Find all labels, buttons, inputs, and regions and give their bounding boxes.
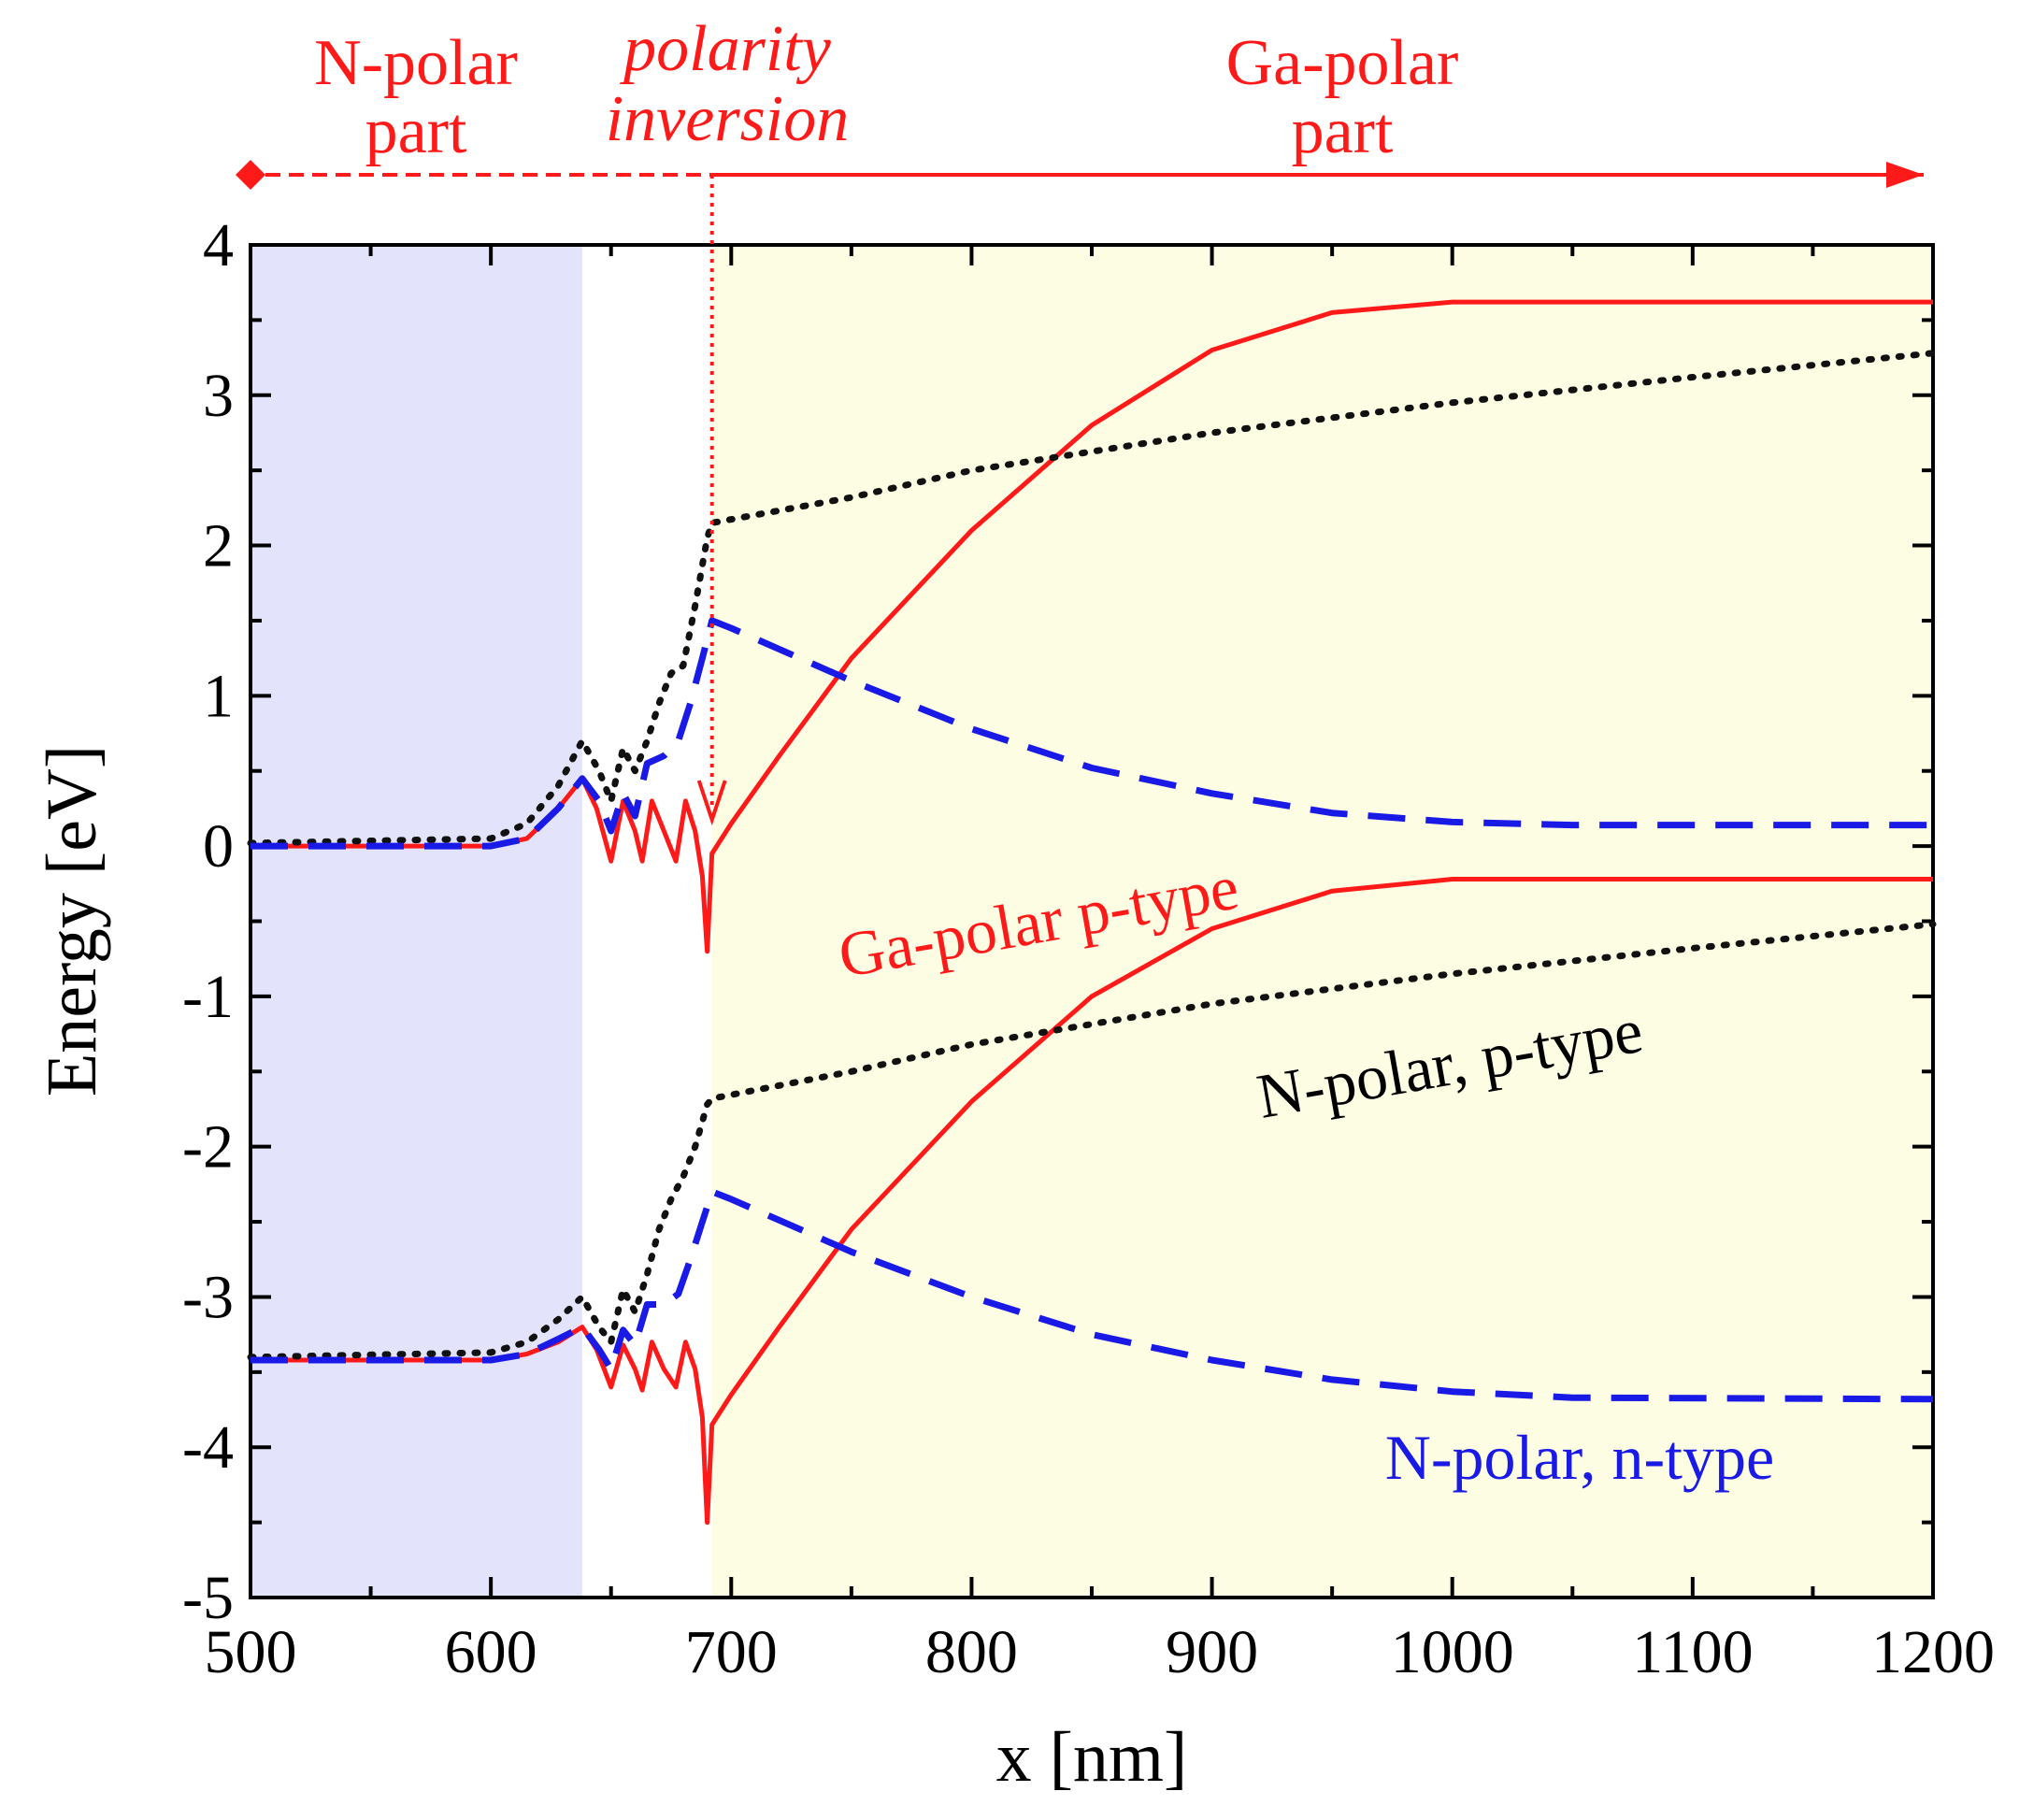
ga-polar-arrowhead (1886, 162, 1924, 188)
y-tick-label: -5 (182, 1564, 234, 1632)
data-lines (247, 299, 1937, 1526)
shaded-region-1 (251, 245, 582, 1598)
inversion-arrowhead (696, 780, 727, 826)
shaded-region-2 (711, 245, 1933, 1598)
y-tick-label: 4 (203, 211, 234, 279)
polarity-inversion-label-line1: polarity (619, 13, 832, 85)
region-arrows (236, 160, 1924, 190)
x-tick-label: 1100 (1632, 1618, 1754, 1686)
series-2-conduction-line (247, 350, 1937, 847)
polarity-inversion-label-line2: inversion (606, 83, 850, 155)
x-tick-label: 1200 (1871, 1618, 1995, 1686)
x-tick-label: 500 (205, 1618, 297, 1686)
x-tick-label: 800 (925, 1618, 1018, 1686)
shaded-regions (251, 245, 1933, 1598)
y-tick-label: -2 (182, 1113, 234, 1182)
series-3-conduction-line (251, 617, 1933, 850)
y-tick-label: -3 (182, 1263, 234, 1331)
n-polar-label-line2: part (365, 95, 467, 167)
y-tick-label: 3 (203, 362, 234, 430)
y-tick-label: 2 (203, 512, 234, 580)
x-tick-label: 900 (1166, 1618, 1258, 1686)
series-2-valence-line (247, 921, 1937, 1361)
diamond-marker (236, 160, 265, 190)
series-label-n-polar-n-type: N-polar, n-type (1385, 1422, 1774, 1493)
y-tick-label: 0 (203, 812, 234, 881)
series-3-valence-line (251, 1188, 1934, 1403)
ga-polar-label-line2: part (1292, 95, 1394, 167)
axis-ticks: 500 600 700 800 900 1000 1100 1200 4 3 2 1 0 -1 -2 -3 -4… (182, 211, 1995, 1686)
x-tick-label: 1000 (1391, 1618, 1514, 1686)
x-tick-label: 700 (685, 1618, 778, 1686)
y-tick-label: -4 (182, 1413, 234, 1482)
n-polar-label-line1: N-polar (314, 27, 518, 99)
y-tick-label: -1 (182, 963, 234, 1031)
ga-polar-label-line1: Ga-polar (1226, 27, 1459, 99)
y-axis-title: Energy [eV] (33, 745, 111, 1096)
x-axis-title: x [nm] (996, 1718, 1188, 1797)
polarity-inversion-marker (696, 175, 727, 826)
y-tick-label: 1 (203, 662, 234, 730)
x-tick-label: 600 (445, 1618, 537, 1686)
